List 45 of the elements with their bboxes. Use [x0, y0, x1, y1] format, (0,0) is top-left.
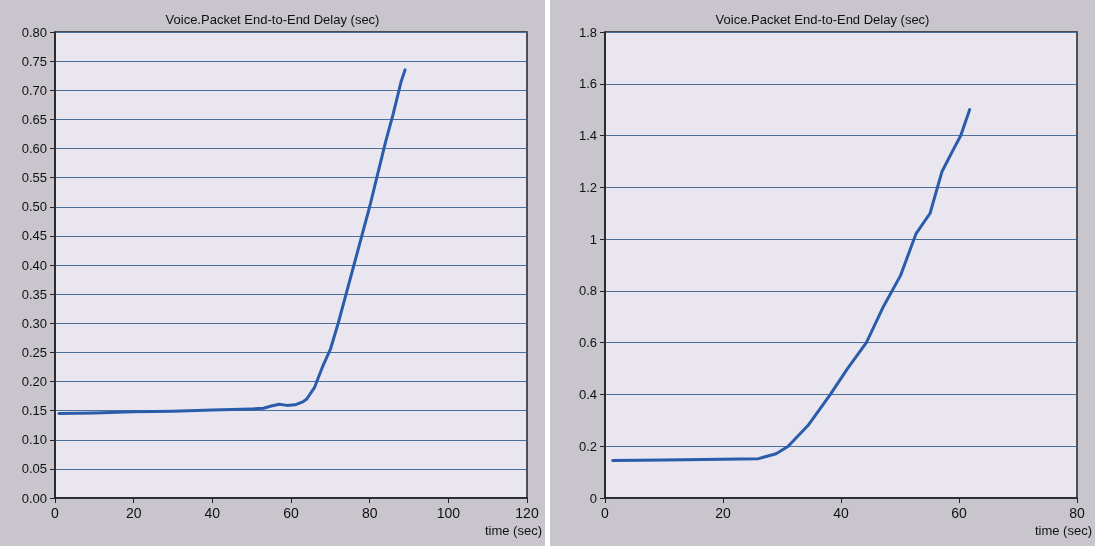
- y-tick-label: 0.30: [21, 315, 47, 331]
- y-tick-label: 0.80: [21, 24, 47, 40]
- chart-title: Voice.Packet End-to-End Delay (sec): [715, 12, 930, 27]
- y-tick-label: 0.50: [21, 199, 47, 215]
- line-series: [611, 108, 972, 462]
- x-tick-label: 60: [951, 505, 967, 521]
- x-tick-label: 0: [601, 505, 610, 521]
- y-tick-label: 0.40: [21, 257, 47, 273]
- x-tick-label: 20: [715, 505, 731, 521]
- y-tick-label: 0.60: [21, 141, 47, 156]
- y-tick-label: 0.45: [21, 228, 47, 244]
- y-tick-label: 0.4: [578, 386, 597, 402]
- line-series: [57, 68, 407, 416]
- y-tick-label: 1.6: [578, 76, 597, 92]
- y-tick-label: 0.25: [21, 344, 47, 360]
- y-tick-label: 0.55: [21, 170, 47, 186]
- x-tick-label: 0: [51, 505, 60, 521]
- y-tick-label: 0.8: [578, 283, 597, 299]
- y-tick-label: 0: [589, 490, 597, 506]
- y-tick-label: 0.65: [21, 111, 47, 127]
- y-tick-label: 0.10: [21, 432, 47, 448]
- x-tick-label: 100: [436, 505, 461, 521]
- x-tick-label: 80: [361, 505, 378, 521]
- y-tick-label: 1: [589, 231, 597, 247]
- x-tick-label: 60: [283, 505, 299, 521]
- y-tick-label: 0.20: [21, 374, 47, 389]
- y-tick-label: 1.4: [578, 128, 597, 144]
- chart-title: Voice.Packet End-to-End Delay (sec): [165, 12, 380, 27]
- y-tick-label: 1.2: [578, 179, 597, 195]
- y-tick-label: 0.70: [21, 82, 47, 98]
- x-axis-title: time (sec): [484, 523, 542, 538]
- y-tick-label: 0.2: [578, 438, 597, 454]
- y-tick-label: 0.75: [21, 53, 47, 69]
- x-tick-label: 40: [833, 505, 849, 521]
- y-tick-label: 0.00: [21, 490, 47, 506]
- x-axis-title: time (sec): [1034, 523, 1092, 538]
- x-tick-label: 20: [125, 505, 142, 521]
- x-tick-label: 120: [515, 505, 539, 521]
- y-tick-label: 0.15: [21, 403, 47, 419]
- x-tick-label: 40: [204, 505, 221, 521]
- y-tick-label: 0.35: [21, 286, 47, 302]
- x-tick-label: 80: [1069, 505, 1085, 521]
- y-tick-label: 0.05: [21, 461, 47, 477]
- y-tick-label: 1.8: [578, 24, 597, 40]
- y-tick-label: 0.6: [578, 335, 597, 351]
